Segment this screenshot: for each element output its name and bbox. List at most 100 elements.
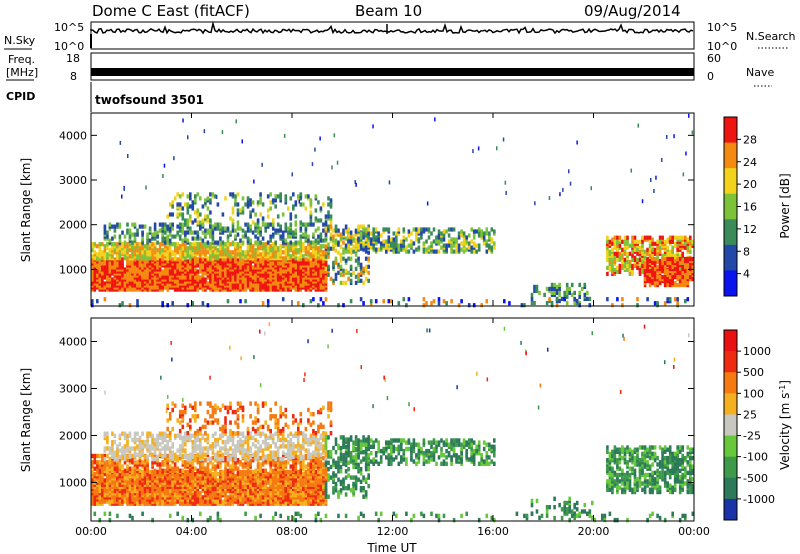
power-cell (189, 192, 192, 197)
power-cell (141, 236, 144, 241)
power-scatter-cells (91, 113, 695, 308)
power-cell (426, 201, 429, 206)
power-cell (613, 251, 617, 256)
power-cell (322, 244, 325, 249)
velocity-cell (181, 495, 185, 500)
power-cell (533, 288, 536, 293)
velocity-cell (133, 488, 137, 494)
power-cell (641, 263, 644, 268)
power-cell (327, 214, 330, 219)
power-cell (166, 303, 169, 308)
power-cell (369, 241, 373, 246)
power-cell (216, 277, 220, 282)
power-cell (266, 303, 270, 308)
power-cell (235, 119, 237, 124)
power-cell (269, 244, 272, 249)
power-cell (352, 249, 355, 254)
power-cell (206, 267, 210, 272)
power-cell (372, 237, 375, 242)
power-cell (244, 230, 247, 235)
power-cell (251, 250, 255, 255)
power-cell (91, 277, 94, 282)
power-cell (196, 263, 200, 268)
velocity-cell (287, 469, 290, 475)
power-cell (651, 237, 654, 242)
power-cell (199, 236, 202, 241)
power-cell (570, 282, 574, 287)
power-cell (533, 300, 536, 306)
power-cell (477, 146, 480, 151)
velocity-cell (146, 493, 149, 498)
power-cell (187, 135, 189, 140)
power-cell (656, 301, 659, 306)
power-cell (493, 241, 496, 246)
power-cell (113, 234, 117, 239)
power-cell (215, 195, 218, 199)
nsky-label: N.Sky (4, 34, 36, 47)
power-cell (613, 243, 617, 248)
power-cell (395, 231, 398, 236)
power-cell (206, 218, 210, 223)
power-cell (111, 277, 114, 282)
power-cell (688, 113, 690, 118)
power-cell (480, 233, 483, 238)
power-cell (472, 149, 474, 154)
power-cell (342, 247, 345, 252)
power-cell (437, 249, 441, 254)
power-cell (327, 264, 330, 269)
power-cell (319, 232, 323, 237)
power-cell (304, 206, 308, 211)
power-cell (450, 299, 453, 304)
velocity-cell (216, 495, 220, 500)
power-cell (229, 216, 232, 221)
power-cell (412, 241, 416, 246)
velocity-cell (128, 474, 132, 479)
power-cell (201, 301, 205, 306)
power-cell (616, 239, 619, 244)
velocity-cell (281, 495, 285, 500)
power-cell (462, 243, 466, 248)
power-cell (685, 151, 687, 156)
power-cell (168, 222, 172, 227)
velocity-cell (168, 495, 172, 500)
power-cell (98, 242, 102, 247)
power-cell (472, 243, 476, 248)
power-cell (648, 247, 652, 252)
power-cell (264, 228, 267, 233)
power-cell (621, 263, 624, 268)
velocity-cell (214, 495, 217, 500)
power-cell (588, 303, 592, 308)
power-cell (229, 277, 232, 282)
power-cell (269, 277, 272, 282)
power-cell (555, 284, 559, 289)
power-cell (545, 286, 549, 291)
power-cell (123, 234, 127, 239)
power-cell (611, 259, 614, 264)
power-cell (455, 237, 458, 242)
velocity-cell (93, 499, 97, 504)
power-cell (319, 218, 323, 223)
power-cell (673, 275, 677, 280)
power-cell (196, 208, 200, 213)
power-cell (656, 259, 659, 264)
power-cell (246, 228, 250, 233)
power-cell (538, 290, 541, 295)
power-cell (234, 194, 237, 199)
power-cell (686, 245, 690, 250)
power-cell (535, 284, 539, 289)
power-cell (390, 243, 393, 248)
power-cell (631, 253, 634, 258)
power-cell (194, 230, 197, 235)
power-cell (196, 246, 200, 251)
power-cell (344, 249, 348, 254)
power-cell (334, 256, 338, 261)
power-cell (113, 281, 117, 286)
power-cell (666, 268, 669, 274)
power-cell (241, 234, 245, 239)
power-cell (123, 244, 127, 249)
power-cell (485, 231, 489, 236)
power-cell (666, 245, 669, 250)
power-cell (309, 218, 313, 223)
velocity-cell (289, 495, 293, 500)
